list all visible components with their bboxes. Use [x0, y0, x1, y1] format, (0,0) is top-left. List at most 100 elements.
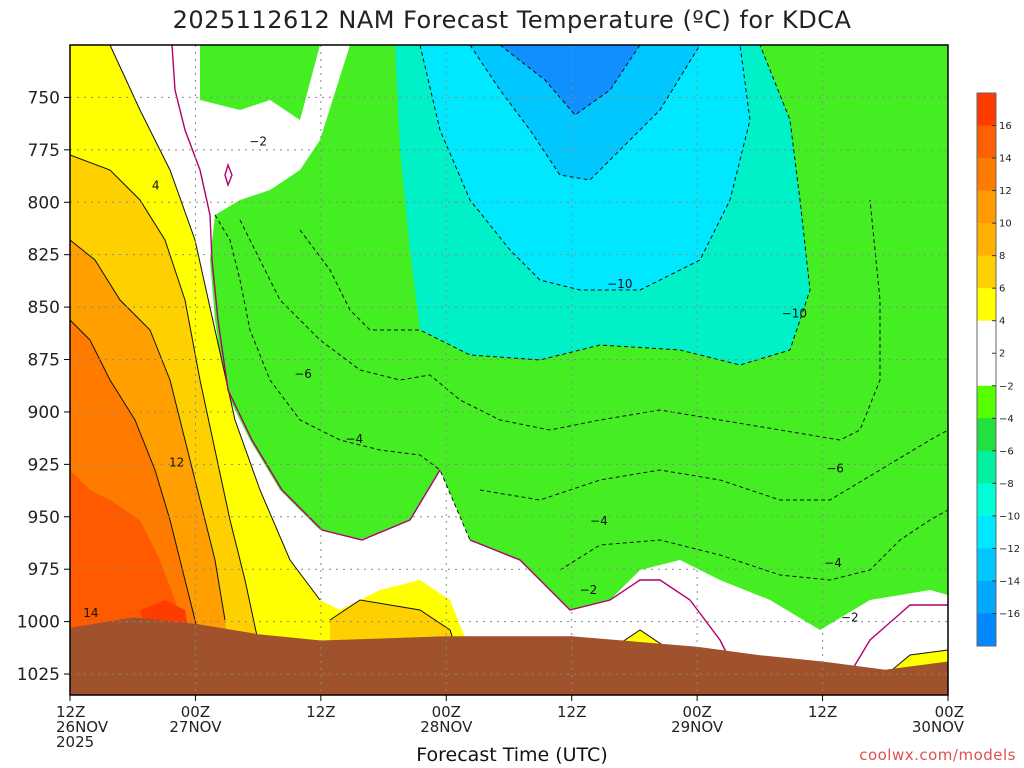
x-tick-label: 29NOV: [671, 718, 724, 736]
x-tick-label: 00Z: [181, 703, 210, 721]
contour-label: −10: [782, 306, 807, 320]
x-tick-label: 26NOV: [56, 718, 109, 736]
x-tick-label: 00Z: [682, 703, 711, 721]
x-axis-label: Forecast Time (UTC): [416, 744, 608, 766]
x-tick-label: 00Z: [432, 703, 461, 721]
contour-label: −6: [294, 367, 312, 381]
y-tick-label: 1025: [17, 665, 60, 685]
x-tick-label: 12Z: [808, 703, 837, 721]
y-tick-label: 825: [28, 246, 60, 266]
contour-lower-1: [329, 599, 461, 661]
contour-label: −6: [826, 462, 844, 476]
colorbar-label: −14: [999, 576, 1020, 587]
field-lightblue: [470, 45, 700, 180]
contour-warm-2: [70, 154, 261, 651]
colorbar-swatch: [977, 580, 996, 614]
field-white-front: [70, 45, 948, 695]
colorbar-swatch: [977, 255, 996, 289]
y-tick-label: 900: [28, 403, 60, 423]
contour-warm-1: [109, 45, 321, 601]
field-blue-coldest: [500, 45, 640, 115]
colorbar-swatch: [977, 288, 996, 322]
y-axis: 750 775 800 825 850 875 900 925 950 975 1000 1025: [17, 88, 70, 685]
colorbar-swatch: [977, 223, 996, 257]
freezing-line-1: [171, 45, 441, 541]
colorbar-swatch: [977, 483, 996, 517]
colorbar-swatch: [977, 320, 996, 354]
credit-link[interactable]: coolwx.com/models: [859, 746, 1016, 764]
y-tick-label: 875: [28, 351, 60, 371]
colorbar-label: −10: [999, 511, 1020, 522]
x-tick-label: 12Z: [557, 703, 586, 721]
colorbar-label: −6: [999, 446, 1014, 457]
freezing-line: [171, 45, 948, 691]
colorbar-swatch: [977, 158, 996, 192]
contour-label: −4: [345, 432, 363, 446]
contour-dashed-m2: [214, 214, 571, 611]
contour-dashed-m8: [299, 45, 811, 366]
contour-lines: [70, 45, 948, 681]
colorbar-label: −4: [999, 414, 1014, 425]
y-tick-label: 950: [28, 508, 60, 528]
y-tick-label: 1000: [17, 613, 60, 633]
colorbar-swatch: [977, 93, 996, 127]
colorbar-swatch: [977, 125, 996, 159]
colorbar-swatch: [977, 613, 996, 647]
contour-dashed-m6b: [479, 429, 948, 501]
colorbar-label: −2: [999, 381, 1014, 392]
colorbar-label: 10: [999, 219, 1012, 230]
colorbar-frame: [976, 92, 997, 647]
contour-label: −2: [249, 134, 267, 148]
contour-warm-3: [70, 239, 226, 621]
contour-dashed-m4b: [559, 509, 948, 581]
colorbar-label: 16: [999, 121, 1012, 132]
y-tick-label: 800: [28, 193, 60, 213]
contour-lines-dashed: [214, 45, 948, 611]
temperature-field: [70, 45, 948, 695]
contour-dashed-m4: [239, 199, 881, 441]
contour-label: 12: [169, 455, 184, 469]
freezing-line-2: [469, 539, 741, 681]
contour-label: −2: [580, 583, 598, 597]
colorbar-label: 2: [999, 349, 1005, 360]
contour-label: −4: [590, 514, 608, 528]
x-tick-label: 2025: [56, 733, 94, 751]
contour-dashed-m12: [419, 45, 751, 291]
colorbar-label: −12: [999, 544, 1020, 555]
contour-label: −4: [824, 556, 842, 570]
chart-title: 2025112612 NAM Forecast Temperature (ºC)…: [172, 6, 852, 34]
colorbar-swatch: [977, 385, 996, 419]
x-tick-label: 27NOV: [169, 718, 222, 736]
colorbar: 16 14 12 10 8 6 4 2 −2 −4 −6 −8 −10 −12 −14 −16: [976, 92, 1020, 647]
contour-dashed-m16: [499, 45, 641, 116]
contour-label: −10: [607, 277, 632, 291]
y-tick-label: 850: [28, 298, 60, 318]
colorbar-label: 4: [999, 316, 1005, 327]
ground-surface: [70, 617, 948, 695]
colorbar-label: 12: [999, 186, 1012, 197]
y-tick-label: 775: [28, 141, 60, 161]
colorbar-label: −16: [999, 609, 1020, 620]
y-tick-label: 750: [28, 88, 60, 108]
contour-label: 14: [83, 606, 98, 620]
colorbar-swatch: [977, 548, 996, 582]
plot-frame: [69, 44, 949, 696]
contour-warm-4: [70, 319, 201, 641]
colorbar-swatch: [977, 515, 996, 549]
freezing-line-3: [839, 604, 948, 691]
y-tick-label: 975: [28, 560, 60, 580]
contour-label: −2: [841, 610, 859, 624]
contour-labels: −2 4 12 14 −6 −4 −10 −10 −4 −2 −6 −4 −2: [83, 134, 858, 624]
x-tick-label: 28NOV: [420, 718, 473, 736]
colorbar-swatch: [977, 450, 996, 484]
contour-label: 4: [152, 178, 160, 192]
colorbar-swatch: [977, 190, 996, 224]
colorbar-label: 6: [999, 284, 1005, 295]
colorbar-label: −8: [999, 479, 1014, 490]
colorbar-label: 8: [999, 251, 1005, 262]
x-tick-label: 12Z: [56, 703, 85, 721]
x-tick-label: 12Z: [306, 703, 335, 721]
colorbar-swatch: [977, 418, 996, 452]
